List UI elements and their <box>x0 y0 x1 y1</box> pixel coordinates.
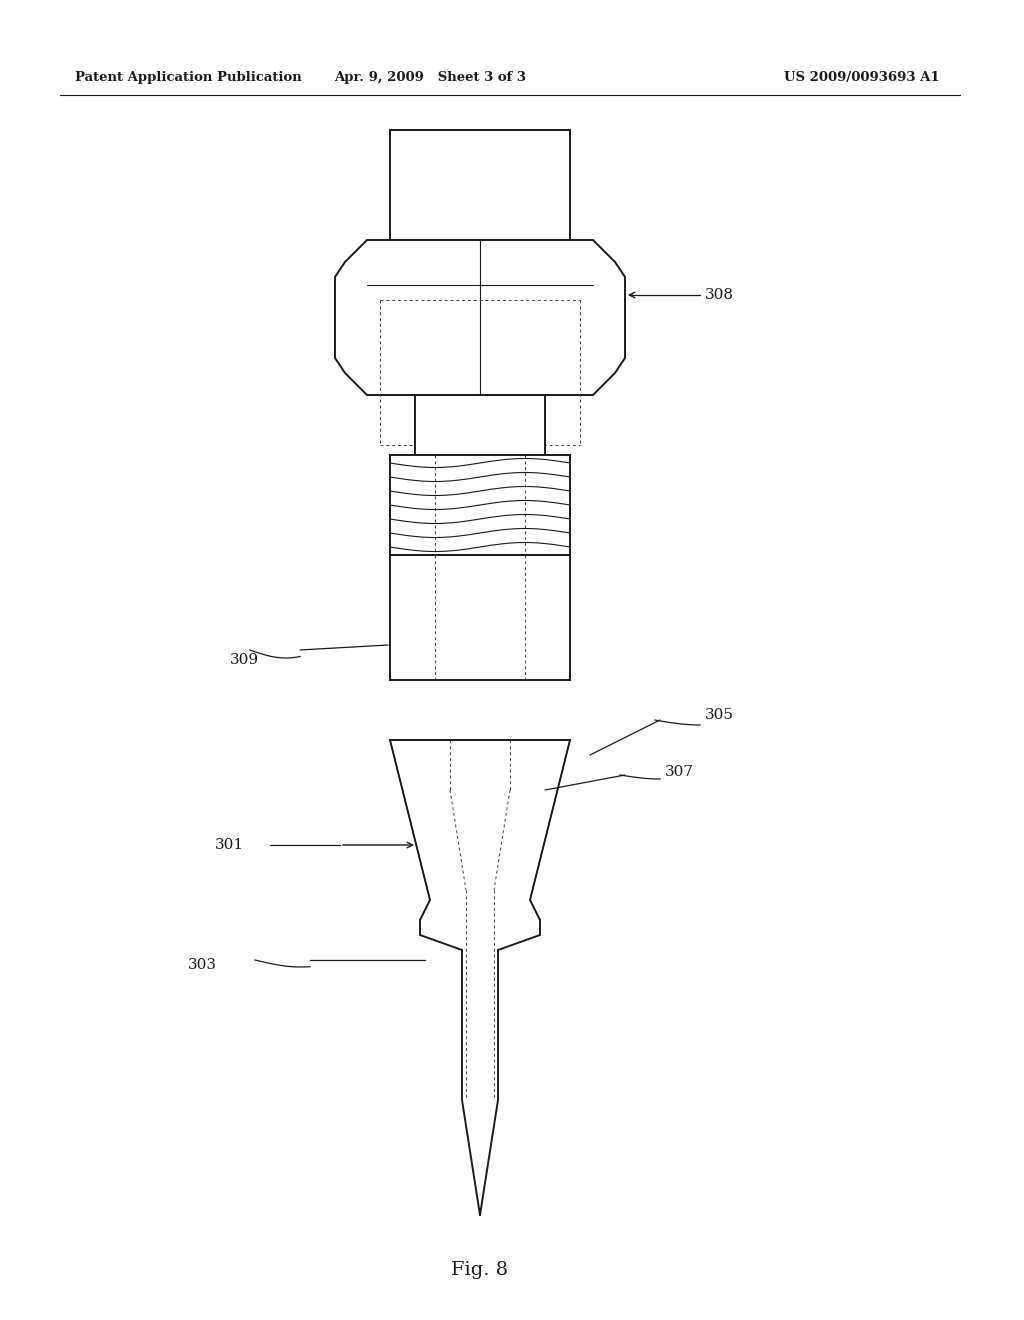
Text: 308: 308 <box>705 288 734 302</box>
Text: 307: 307 <box>665 766 694 779</box>
Text: 301: 301 <box>215 838 244 851</box>
Text: US 2009/0093693 A1: US 2009/0093693 A1 <box>784 71 940 84</box>
Bar <box>390 554 570 680</box>
Bar <box>415 395 545 455</box>
Bar <box>390 129 570 240</box>
Bar <box>390 455 570 554</box>
Text: 303: 303 <box>188 958 217 972</box>
Text: Patent Application Publication: Patent Application Publication <box>75 71 302 84</box>
Polygon shape <box>335 240 625 395</box>
Text: 309: 309 <box>230 653 259 667</box>
Text: Apr. 9, 2009   Sheet 3 of 3: Apr. 9, 2009 Sheet 3 of 3 <box>334 71 526 84</box>
Text: Fig. 8: Fig. 8 <box>452 1261 509 1279</box>
Text: 305: 305 <box>705 708 734 722</box>
